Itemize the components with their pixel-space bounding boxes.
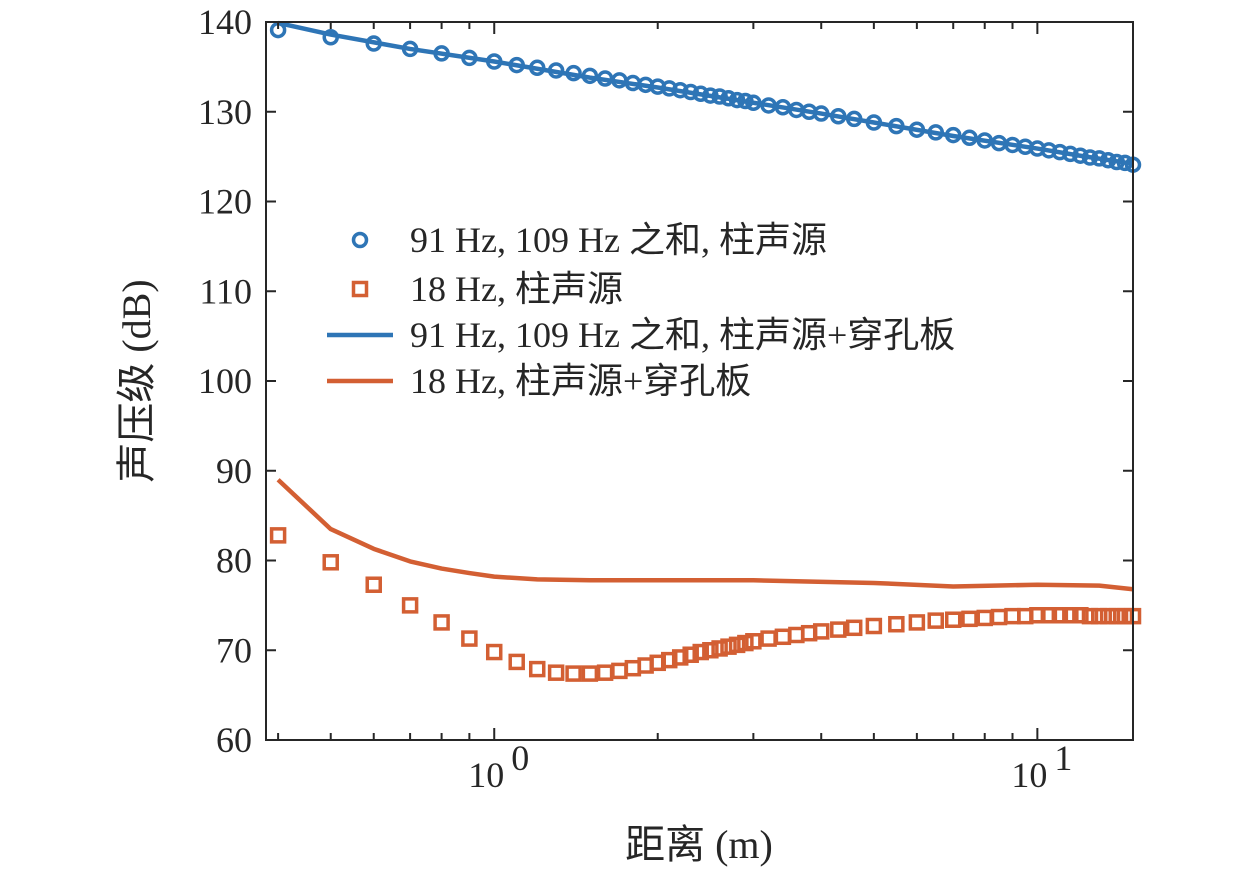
data-point	[565, 665, 582, 682]
data-point	[812, 623, 830, 640]
data-point	[671, 649, 689, 666]
data-point	[461, 630, 478, 647]
data-point	[611, 662, 628, 680]
series-line	[276, 478, 1134, 592]
legend-label: 18 Hz, 柱声源	[410, 269, 623, 309]
legend-label: 91 Hz, 109 Hz 之和, 柱声源	[410, 220, 827, 260]
legend-label: 91 Hz, 109 Hz 之和, 柱声源+穿孔板	[410, 315, 955, 355]
data-point	[528, 660, 546, 678]
x-tick-exponent: 1	[1054, 738, 1072, 778]
y-axis-title: 声压级 (dB)	[114, 279, 159, 482]
data-point	[269, 527, 287, 544]
data-point	[1072, 606, 1089, 624]
data-point	[745, 633, 762, 650]
data-point	[961, 610, 978, 628]
data-point	[1062, 606, 1079, 624]
legend: 91 Hz, 109 Hz 之和, 柱声源 18 Hz, 柱声源 91 Hz, 10…	[327, 220, 955, 401]
y-tick-label: 110	[199, 271, 252, 311]
data-point	[728, 636, 746, 654]
x-tick-exponent: 0	[511, 738, 529, 778]
data-point	[365, 576, 382, 593]
data-point	[1099, 607, 1117, 625]
legend-label: 18 Hz, 柱声源+穿孔板	[410, 361, 751, 401]
y-tick-label: 140	[198, 2, 252, 42]
data-point	[888, 615, 905, 633]
data-point	[322, 554, 339, 571]
x-axis-title: 距离 (m)	[625, 822, 773, 867]
legend-swatch	[351, 231, 369, 249]
series-line	[277, 20, 1134, 167]
data-point	[845, 619, 863, 637]
data-point	[1108, 607, 1125, 625]
data-point	[711, 640, 728, 657]
series-3	[276, 478, 1134, 592]
legend-swatch	[351, 280, 369, 298]
data-point	[547, 664, 565, 681]
y-tick-label: 80	[216, 541, 252, 581]
data-point	[508, 653, 525, 671]
data-point	[990, 608, 1008, 626]
data-point	[944, 611, 962, 628]
x-tick-label: 10	[468, 755, 504, 795]
data-point	[774, 628, 792, 646]
series-2	[277, 20, 1134, 167]
data-point	[1081, 607, 1099, 625]
y-tick-label: 120	[198, 182, 252, 222]
data-point	[976, 609, 993, 627]
data-point	[865, 617, 883, 635]
y-tick-label: 90	[216, 451, 252, 491]
x-tick-label: 10	[1011, 755, 1047, 795]
data-point	[760, 630, 777, 647]
data-point	[927, 612, 944, 629]
data-point	[581, 665, 599, 682]
data-point	[830, 621, 847, 638]
y-tick-label: 100	[198, 361, 252, 401]
data-point	[485, 643, 503, 661]
data-point	[596, 664, 614, 681]
data-point	[682, 646, 699, 663]
data-point	[908, 614, 926, 631]
data-point	[692, 643, 709, 661]
data-point	[401, 597, 419, 614]
data-point	[702, 642, 719, 659]
y-tick-label: 70	[216, 630, 252, 670]
data-point	[1051, 606, 1069, 624]
y-tick-label: 130	[198, 92, 252, 132]
data-point	[1040, 606, 1058, 624]
data-point	[1090, 607, 1108, 625]
data-point	[660, 651, 678, 669]
series-1	[269, 527, 1142, 682]
data-point	[433, 614, 450, 631]
y-tick-label: 60	[216, 720, 252, 760]
data-point	[720, 638, 737, 655]
data-layer	[269, 20, 1142, 682]
